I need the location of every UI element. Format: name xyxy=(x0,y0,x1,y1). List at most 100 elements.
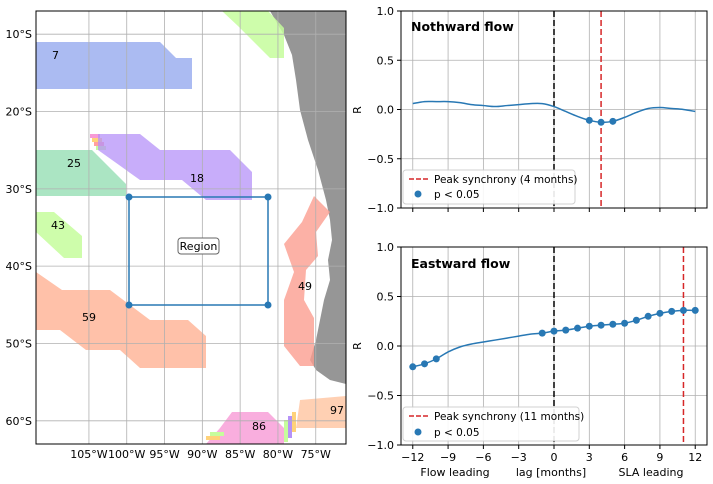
p2-significant-point xyxy=(409,363,417,371)
p2-xtick-label: 6 xyxy=(621,451,628,464)
map-ytick-label: 20°S xyxy=(6,106,32,119)
land-south-america xyxy=(270,11,346,384)
map-xtick-label: 75°W xyxy=(301,448,331,461)
map-xtick-label: 80°W xyxy=(263,448,293,461)
legend-point-swatch xyxy=(414,190,422,198)
map-grid xyxy=(36,11,346,444)
map-xtick-label: 100°W xyxy=(108,448,145,461)
eastward-legend: Peak synchrony (11 months) p < 0.05 xyxy=(402,406,584,442)
track-label-49: 49 xyxy=(298,280,312,293)
p2-xtick-label: −3 xyxy=(511,451,527,464)
map-frame xyxy=(35,10,347,445)
p2-significant-point xyxy=(562,326,570,334)
p2-significant-point xyxy=(668,307,676,315)
map-xtick-label: 90°W xyxy=(187,448,217,461)
track-25 xyxy=(36,150,126,196)
northward-series-line xyxy=(412,100,696,124)
map-xtick-label: 95°W xyxy=(149,448,179,461)
p1-ytick-label: 0.5 xyxy=(377,54,395,67)
p2-significant-point xyxy=(656,309,664,317)
p2-xtick-label: −9 xyxy=(440,451,456,464)
p1-ytick-label: 0.0 xyxy=(377,104,395,117)
p2-significant-point xyxy=(550,327,558,335)
region-corner-nw xyxy=(125,193,133,201)
eastward-title: Eastward flow xyxy=(411,256,511,271)
track-label-18: 18 xyxy=(190,172,204,185)
p2-xtick-label: 9 xyxy=(656,451,663,464)
map-ytick-label: 30°S xyxy=(6,183,32,196)
p2-significant-point xyxy=(679,306,687,314)
p2-significant-point xyxy=(597,321,605,329)
map-ticks: 105°W 100°W 95°W 90°W 85°W 80°W 75°W 10°S 20°S 30… xyxy=(6,28,332,461)
northward-significant-points xyxy=(585,116,617,126)
p2-ytick-label: 0.0 xyxy=(377,340,395,353)
p2-significant-point xyxy=(421,360,429,368)
p1-ytick-label: 1.0 xyxy=(377,5,395,18)
p2-significant-point xyxy=(538,329,546,337)
p2-significant-point xyxy=(585,322,593,330)
track-97 xyxy=(296,396,346,428)
northward-ylabel: R xyxy=(351,106,364,114)
track-86 xyxy=(206,412,284,444)
track-7 xyxy=(36,42,192,89)
map-ytick-label: 50°S xyxy=(6,337,32,350)
p2-significant-point xyxy=(574,324,582,332)
map-ytick-label: 60°S xyxy=(6,415,32,428)
p1-significant-point xyxy=(597,118,605,126)
p2-xtick-label: −12 xyxy=(401,451,424,464)
region-box xyxy=(128,196,269,306)
p2-significant-point xyxy=(644,312,652,320)
p1-significant-point xyxy=(585,116,593,124)
p1-ytick-label: −0.5 xyxy=(367,153,394,166)
region-corner-se xyxy=(264,301,272,309)
track-label-97: 97 xyxy=(330,404,344,417)
legend-point-swatch-2 xyxy=(414,428,422,436)
map-xtick-label: 85°W xyxy=(225,448,255,461)
track-label-7: 7 xyxy=(52,49,59,62)
eastward-xlabel-left: Flow leading xyxy=(420,466,489,479)
eastward-significant-points xyxy=(409,306,699,371)
track-18 xyxy=(98,134,252,200)
p2-ytick-label: 0.5 xyxy=(377,291,395,304)
map-ytick-label: 10°S xyxy=(6,28,32,41)
map-ytick-label: 40°S xyxy=(6,260,32,273)
eastward-ylabel: R xyxy=(351,342,364,350)
map-xtick-label: 105°W xyxy=(70,448,107,461)
p2-xtick-label: 12 xyxy=(688,451,702,464)
p2-xtick-label: −6 xyxy=(475,451,491,464)
eastward-legend-sig: p < 0.05 xyxy=(434,427,480,439)
p2-significant-point xyxy=(609,320,617,328)
p2-significant-point xyxy=(632,316,640,324)
northward-title: Nothward flow xyxy=(411,19,514,34)
p2-significant-point xyxy=(432,355,440,363)
track-label-59: 59 xyxy=(82,311,96,324)
p2-ytick-label: 1.0 xyxy=(377,241,395,254)
region-label: Region xyxy=(180,240,218,253)
northward-legend-peak: Peak synchrony (4 months) xyxy=(434,174,578,186)
eastward-legend-peak: Peak synchrony (11 months) xyxy=(434,411,584,423)
track-label-25: 25 xyxy=(67,157,81,170)
map-panel: Region 7 25 18 43 59 49 86 97 105°W 100°W… xyxy=(6,10,347,461)
panel-northward: −1.0 −0.5 0.0 0.5 1.0 Nothward flow R Peak s… xyxy=(351,5,708,215)
p1-significant-point xyxy=(609,117,617,125)
p2-ytick-label: −0.5 xyxy=(367,390,394,403)
rainbow-fringe-2 xyxy=(206,412,296,442)
region-corner-sw xyxy=(125,301,133,309)
region-label-box xyxy=(177,237,220,255)
panel-eastward: −12 −9 −6 −3 0 3 6 9 12 −1.0 −0.5 0.0 0.5 1.0 Eastwar… xyxy=(351,241,708,479)
northward-ticks: −1.0 −0.5 0.0 0.5 1.0 xyxy=(367,5,696,215)
northward-legend-sig: p < 0.05 xyxy=(434,189,480,201)
track-59 xyxy=(36,272,206,368)
p2-significant-point xyxy=(621,319,629,327)
p2-ytick-label: −1.0 xyxy=(367,439,394,452)
eastward-xlabel-right: SLA leading xyxy=(619,466,684,479)
track-43 xyxy=(36,212,82,258)
p2-xtick-label: 3 xyxy=(586,451,593,464)
eastward-xlabel: lag [months] xyxy=(516,466,586,479)
region-corner-ne xyxy=(264,193,272,201)
p2-significant-point xyxy=(691,306,699,314)
eastward-ticks: −12 −9 −6 −3 0 3 6 9 12 −1.0 −0.5 0.0 0.5 1.0 xyxy=(367,241,702,464)
track-49 xyxy=(284,196,330,366)
track-label-43: 43 xyxy=(51,219,65,232)
